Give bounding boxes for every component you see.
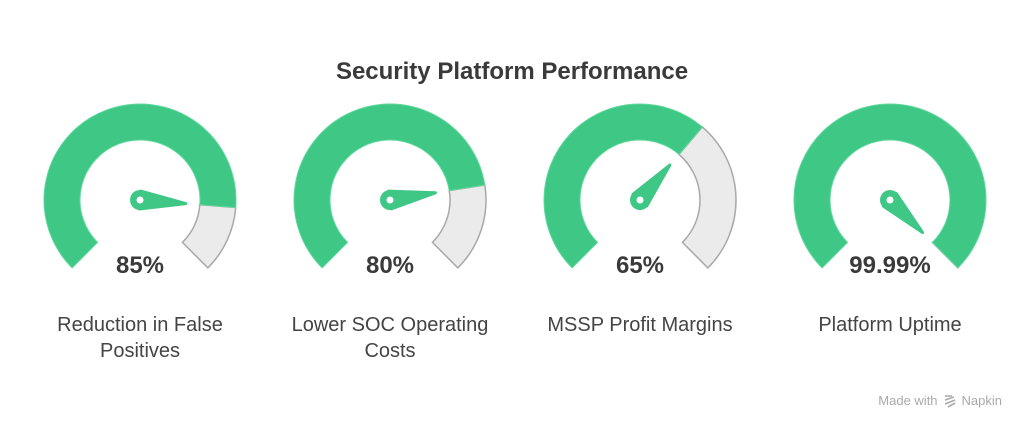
- gauge-unfilled-arc: [181, 203, 237, 269]
- gauge-needle-hole: [386, 196, 394, 204]
- gauge-label-3: MSSP Profit Margins: [547, 314, 733, 336]
- gauge-filled-arc: [793, 103, 987, 269]
- credit: Made with Napkin: [878, 393, 1002, 408]
- gauge-value: 99.99%: [849, 252, 930, 279]
- gauge-needle-hole: [136, 196, 144, 204]
- gauge-filled-arc: [293, 103, 486, 269]
- gauge-needle-hole: [886, 196, 894, 204]
- credit-text: Made with: [878, 393, 938, 408]
- credit-brand: Napkin: [961, 393, 1002, 408]
- gauge-value: 85%: [116, 252, 164, 279]
- napkin-logo-icon: [944, 394, 955, 408]
- gauge-label-4: Platform Uptime: [818, 314, 962, 336]
- gauge-value: 65%: [616, 252, 664, 279]
- gauge-label-1: Reduction in False Positives: [57, 314, 223, 362]
- gauge-label-2: Lower SOC Operating Costs: [291, 314, 489, 362]
- gauge-unfilled-arc: [677, 125, 737, 269]
- page-title: Security Platform Performance: [335, 58, 689, 85]
- gauge-needle-hole: [636, 196, 644, 204]
- gauge-filled-arc: [43, 103, 237, 269]
- gauge-unfilled-arc: [431, 184, 487, 269]
- gauge-value: 80%: [366, 252, 414, 279]
- gauge-filled-arc: [543, 103, 704, 269]
